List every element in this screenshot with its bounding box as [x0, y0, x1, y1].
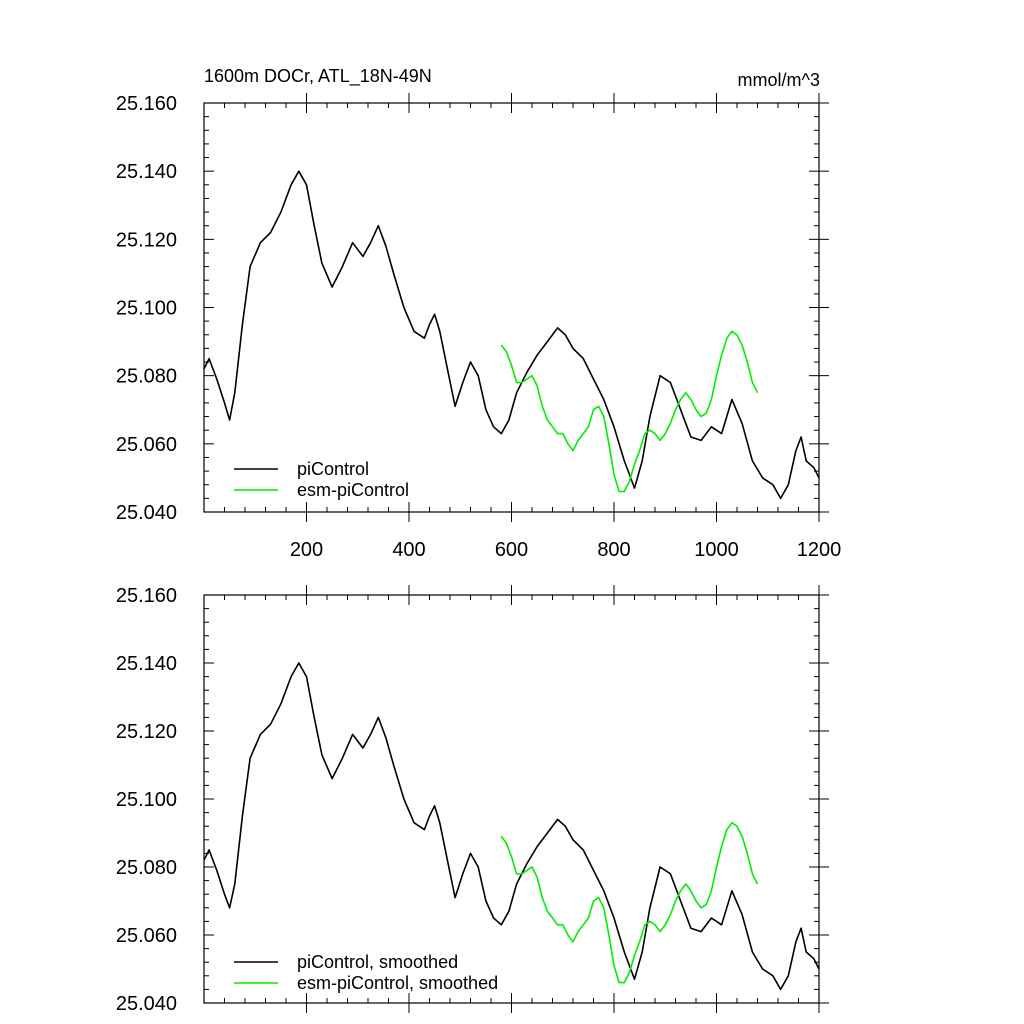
top-y-tick-label: 25.160 [116, 93, 177, 115]
top-x-tick-label: 600 [495, 539, 528, 561]
bottom-series-line-esm-picontrol [500, 821, 759, 984]
top-legend-label: piControl [297, 459, 369, 479]
bottom-y-tick-label: 25.120 [116, 721, 177, 743]
bottom-y-tick-label: 25.060 [116, 925, 177, 947]
top-x-tick-label: 1200 [797, 539, 842, 561]
top-chart-title: 1600m DOCr, ATL_18N-49N [204, 66, 432, 87]
top-x-tick-label: 400 [392, 539, 425, 561]
top-y-tick-label: 25.080 [116, 366, 177, 388]
bottom-y-tick-label: 25.040 [116, 993, 177, 1015]
top-plot-frame [203, 102, 820, 513]
top-legend-label: esm-piControl [297, 480, 409, 500]
top-series-line-picontrol [203, 170, 820, 500]
bottom-legend-label: esm-piControl, smoothed [297, 973, 498, 993]
bottom-plot-frame [203, 594, 820, 1004]
top-x-tick-label: 1000 [694, 539, 739, 561]
bottom-series-line-picontrol [203, 662, 820, 991]
bottom-legend-label: piControl, smoothed [297, 952, 458, 972]
top-y-tick-label: 25.120 [116, 229, 177, 251]
top-chart-units: mmol/m^3 [738, 70, 820, 90]
top-y-tick-label: 25.040 [116, 502, 177, 524]
top-x-tick-label: 200 [290, 539, 323, 561]
bottom-plot-panel: 25.040 25.060 25.080 25.100 25.120 25.140 25.1… [116, 585, 829, 1015]
top-x-tick-label: 800 [597, 539, 630, 561]
top-y-tick-label: 25.100 [116, 298, 177, 320]
bottom-y-tick-label: 25.100 [116, 789, 177, 811]
top-plot-panel: 25.040 25.060 25.080 25.100 25.120 25.140 25.1… [116, 93, 841, 561]
bottom-y-tick-label: 25.080 [116, 857, 177, 879]
top-series-line-esm-picontrol [500, 330, 759, 493]
bottom-y-tick-label: 25.140 [116, 653, 177, 675]
bottom-y-tick-label: 25.160 [116, 585, 177, 607]
top-y-tick-label: 25.140 [116, 161, 177, 183]
top-y-tick-label: 25.060 [116, 434, 177, 456]
